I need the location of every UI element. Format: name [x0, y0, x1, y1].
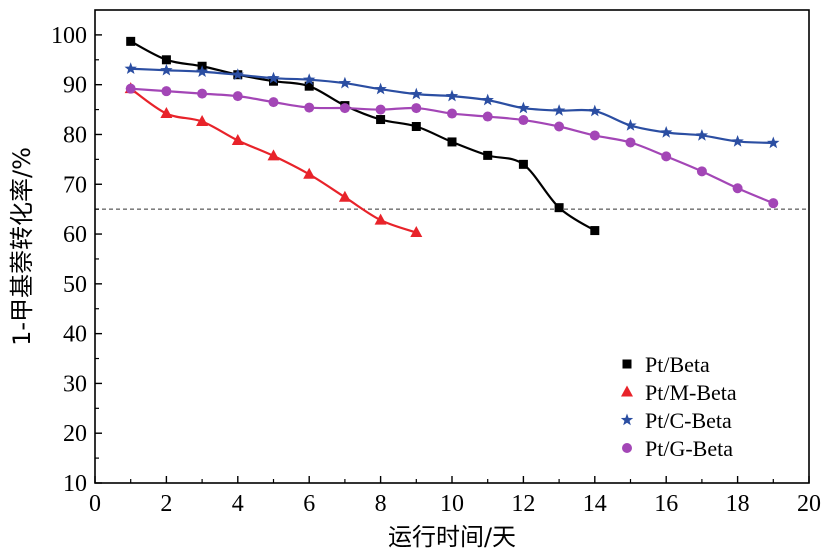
data-point	[374, 82, 387, 95]
data-point	[445, 89, 459, 102]
data-point	[161, 86, 172, 97]
x-tick-label: 8	[375, 491, 387, 517]
y-axis-title: 1-甲基萘转化率/%	[8, 147, 36, 346]
data-point	[338, 190, 351, 202]
data-point	[447, 108, 457, 119]
x-tick-label: 12	[511, 491, 535, 517]
x-axis-title: 运行时间/天	[388, 523, 516, 551]
data-point	[375, 104, 386, 115]
data-point	[588, 104, 601, 117]
data-point	[160, 107, 173, 119]
data-point	[695, 128, 709, 141]
data-point	[518, 115, 529, 126]
axis-tick-labels: 0 2 4 6 8 10 12 14 16 18 20 10 20 30 40 50 60 70 80 90 100	[51, 23, 821, 517]
data-point	[304, 81, 314, 91]
data-point	[268, 97, 279, 108]
y-tick-label: 60	[63, 222, 87, 248]
data-point	[231, 68, 244, 80]
legend-label: Pt/Beta	[645, 352, 710, 377]
legend-label: Pt/C-Beta	[645, 408, 732, 433]
data-point	[195, 65, 209, 77]
y-tick-label: 50	[63, 272, 87, 298]
axis-ticks	[94, 34, 810, 484]
data-point	[161, 55, 171, 65]
data-point	[160, 63, 173, 76]
data-point	[554, 121, 565, 132]
data-point	[411, 103, 422, 114]
legend: Pt/Beta Pt/M-Beta Pt/C-Beta Pt/G-Beta	[620, 352, 737, 461]
series-line	[130, 67, 774, 145]
data-point	[768, 198, 779, 209]
y-tick-label: 70	[63, 172, 87, 198]
y-tick-label: 10	[63, 471, 87, 497]
data-point	[269, 76, 278, 86]
data-point	[589, 130, 600, 141]
data-point	[732, 183, 743, 194]
data-point	[125, 83, 136, 94]
data-point	[625, 137, 636, 148]
data-point	[196, 115, 209, 127]
y-tick-label: 90	[63, 73, 87, 99]
data-point	[731, 134, 744, 147]
data-point	[410, 87, 423, 100]
y-tick-label: 20	[63, 421, 87, 447]
legend-marker	[622, 359, 632, 369]
data-point	[303, 167, 316, 179]
data-point	[339, 103, 350, 114]
data-point	[661, 151, 672, 162]
data-point	[267, 71, 280, 84]
x-tick-label: 0	[89, 491, 101, 517]
legend-marker	[621, 385, 633, 397]
data-point	[696, 166, 707, 177]
series-pt-c-beta	[124, 62, 780, 149]
data-point	[483, 150, 493, 160]
data-point	[447, 137, 457, 147]
data-point	[374, 213, 387, 225]
x-tick-label: 20	[797, 491, 821, 517]
data-point	[767, 136, 780, 149]
data-point	[338, 76, 352, 89]
data-point	[411, 122, 421, 132]
y-tick-label: 100	[51, 23, 87, 49]
x-tick-label: 16	[654, 491, 678, 517]
legend-label: Pt/M-Beta	[645, 380, 737, 405]
x-tick-label: 2	[160, 491, 172, 517]
series-group	[124, 36, 780, 238]
legend-marker	[620, 413, 634, 426]
legend-label: Pt/G-Beta	[645, 436, 733, 461]
data-point	[303, 73, 316, 85]
data-point	[124, 62, 137, 75]
data-point	[518, 159, 528, 169]
y-tick-label: 30	[63, 371, 87, 397]
data-point	[197, 88, 208, 99]
data-point	[517, 101, 530, 114]
data-point	[624, 119, 637, 131]
x-tick-label: 10	[440, 491, 464, 517]
data-point	[304, 102, 315, 113]
data-point	[232, 91, 243, 102]
x-tick-label: 4	[232, 491, 244, 517]
data-point	[376, 115, 386, 125]
data-point	[231, 133, 244, 145]
data-point	[481, 93, 494, 106]
x-tick-label: 14	[583, 491, 607, 517]
legend-marker	[622, 443, 632, 453]
data-point	[482, 111, 493, 122]
data-point	[267, 149, 280, 161]
data-point	[126, 36, 136, 46]
data-point	[660, 125, 673, 138]
y-tick-label: 40	[63, 322, 87, 348]
x-tick-label: 18	[726, 491, 750, 517]
data-point	[590, 226, 600, 236]
x-tick-label: 6	[303, 491, 315, 517]
series-pt-beta	[126, 36, 600, 236]
data-point	[552, 104, 566, 116]
data-point	[410, 226, 423, 238]
data-point	[554, 203, 564, 213]
series-pt-g-beta	[125, 83, 779, 209]
y-tick-label: 80	[63, 122, 87, 148]
